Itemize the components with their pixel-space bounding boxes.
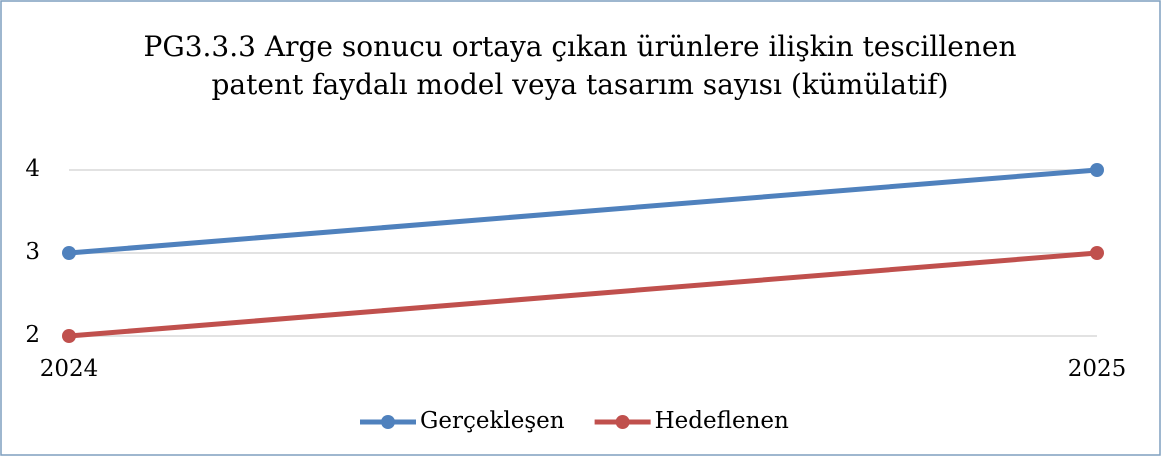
y-tick-label: 3 <box>25 239 40 265</box>
chart-title: PG3.3.3 Arge sonucu ortaya çıkan ürünler… <box>143 30 1017 101</box>
legend-label: Gerçekleşen <box>420 408 565 434</box>
legend-marker <box>381 415 395 429</box>
data-point <box>62 329 76 343</box>
y-tick-label: 2 <box>25 322 40 348</box>
series-line <box>66 167 1100 256</box>
y-tick-label: 4 <box>25 156 40 182</box>
x-tick-label: 2024 <box>40 356 99 382</box>
data-point <box>62 246 76 260</box>
data-point <box>1090 163 1104 177</box>
legend-label: Hedeflenen <box>655 408 789 434</box>
legend-marker <box>615 415 630 429</box>
series-line <box>66 250 1100 339</box>
x-tick-label: 2025 <box>1068 356 1127 382</box>
data-point <box>1090 246 1104 260</box>
